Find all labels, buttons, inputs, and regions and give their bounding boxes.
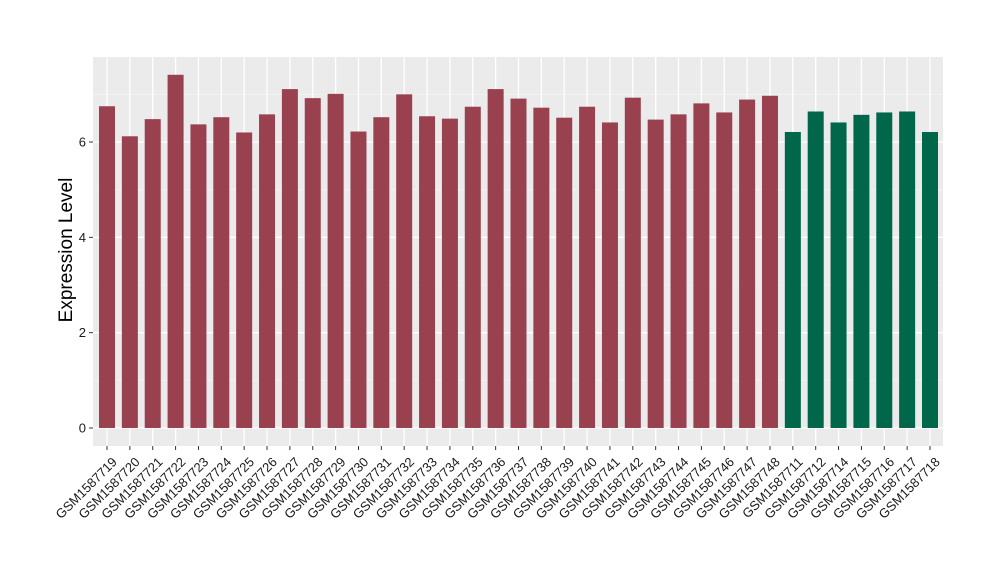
bar-GSM1587720 xyxy=(121,136,138,428)
bar-GSM1587745 xyxy=(693,103,710,428)
bar-GSM1587741 xyxy=(601,122,618,428)
bar-GSM1587711 xyxy=(784,131,801,429)
bar-GSM1587718 xyxy=(922,131,938,429)
bar-GSM1587715 xyxy=(853,114,870,428)
x-axis: GSM1587719GSM1587720GSM1587721GSM1587722… xyxy=(53,446,943,522)
bar-GSM1587727 xyxy=(281,89,298,428)
y-tick-label: 0 xyxy=(79,421,86,436)
bar-GSM1587737 xyxy=(510,98,527,428)
bar-GSM1587731 xyxy=(373,117,390,429)
bar-GSM1587732 xyxy=(396,94,413,428)
bar-GSM1587733 xyxy=(419,116,436,428)
bar-GSM1587712 xyxy=(807,111,824,428)
bar-GSM1587714 xyxy=(830,122,847,428)
bar-GSM1587736 xyxy=(487,89,504,428)
bar-GSM1587742 xyxy=(624,97,641,429)
bar-GSM1587722 xyxy=(167,74,184,428)
bar-GSM1587729 xyxy=(327,93,344,429)
bar-GSM1587723 xyxy=(190,124,207,428)
y-axis-title: Expression Level xyxy=(56,178,77,323)
bar-GSM1587739 xyxy=(556,117,573,428)
y-axis: 0 2 4 6 xyxy=(79,135,93,436)
bar-GSM1587744 xyxy=(670,114,687,428)
bar-GSM1587728 xyxy=(304,98,321,428)
bar-GSM1587730 xyxy=(350,131,367,428)
bar-GSM1587717 xyxy=(899,111,916,428)
bar-GSM1587740 xyxy=(579,106,596,428)
bars-group xyxy=(99,74,938,429)
bar-GSM1587725 xyxy=(236,132,253,428)
y-tick-label: 4 xyxy=(79,230,86,245)
bar-GSM1587726 xyxy=(259,114,276,428)
bar-GSM1587738 xyxy=(533,107,550,429)
bar-GSM1587734 xyxy=(441,118,458,428)
bar-GSM1587743 xyxy=(647,119,664,428)
bar-GSM1587746 xyxy=(716,112,733,429)
bar-GSM1587721 xyxy=(144,119,161,429)
y-tick-label: 6 xyxy=(79,135,86,150)
y-tick-label: 2 xyxy=(79,325,86,340)
bar-GSM1587724 xyxy=(213,117,230,429)
bar-GSM1587747 xyxy=(739,99,756,429)
bar-GSM1587735 xyxy=(464,106,481,428)
bar-GSM1587719 xyxy=(99,106,115,428)
bar-GSM1587716 xyxy=(876,112,893,429)
bar-GSM1587748 xyxy=(761,95,778,428)
